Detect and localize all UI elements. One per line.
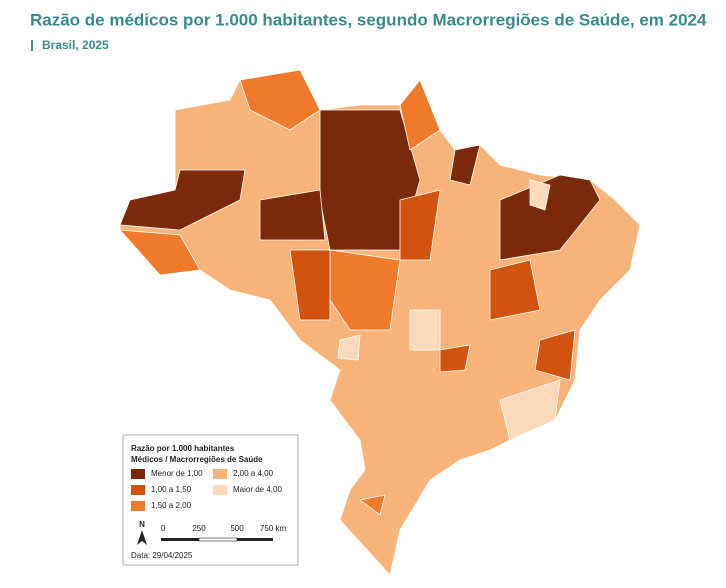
scale-label: 500 <box>230 524 244 533</box>
legend-label: Maior de 4,00 <box>233 485 282 494</box>
subtitle: Brasil, 2025 <box>42 38 109 52</box>
north-arrow <box>137 530 147 545</box>
legend-box <box>122 434 299 566</box>
scale-bar <box>237 538 273 541</box>
legend-swatch <box>213 485 227 495</box>
map <box>119 69 641 576</box>
legend-label: 2,00 a 4,00 <box>233 469 274 478</box>
north-label: N <box>139 520 145 529</box>
scale-label: 250 <box>192 524 206 533</box>
legend-swatch <box>131 501 145 511</box>
scale-bar <box>161 538 199 541</box>
scale-label: 0 <box>161 524 166 533</box>
scale-bar <box>198 537 238 542</box>
scale-label: 750 km <box>260 524 287 533</box>
title: Razão de médicos por 1.000 habitantes, s… <box>30 10 707 29</box>
legend-title: Médicos / Macrorregiões de Saúde <box>131 455 263 464</box>
legend-label: 1,00 a 1,50 <box>151 485 192 494</box>
legend-label: 1,50 a 2,00 <box>151 501 192 510</box>
legend-swatch <box>131 485 145 495</box>
legend-swatch <box>213 469 227 479</box>
legend-title: Razão por 1.000 habitantes <box>131 444 235 453</box>
date: Data: 29/04/2025 <box>131 551 193 560</box>
legend-label: Menor de 1,00 <box>151 469 203 478</box>
legend-swatch <box>131 469 145 479</box>
